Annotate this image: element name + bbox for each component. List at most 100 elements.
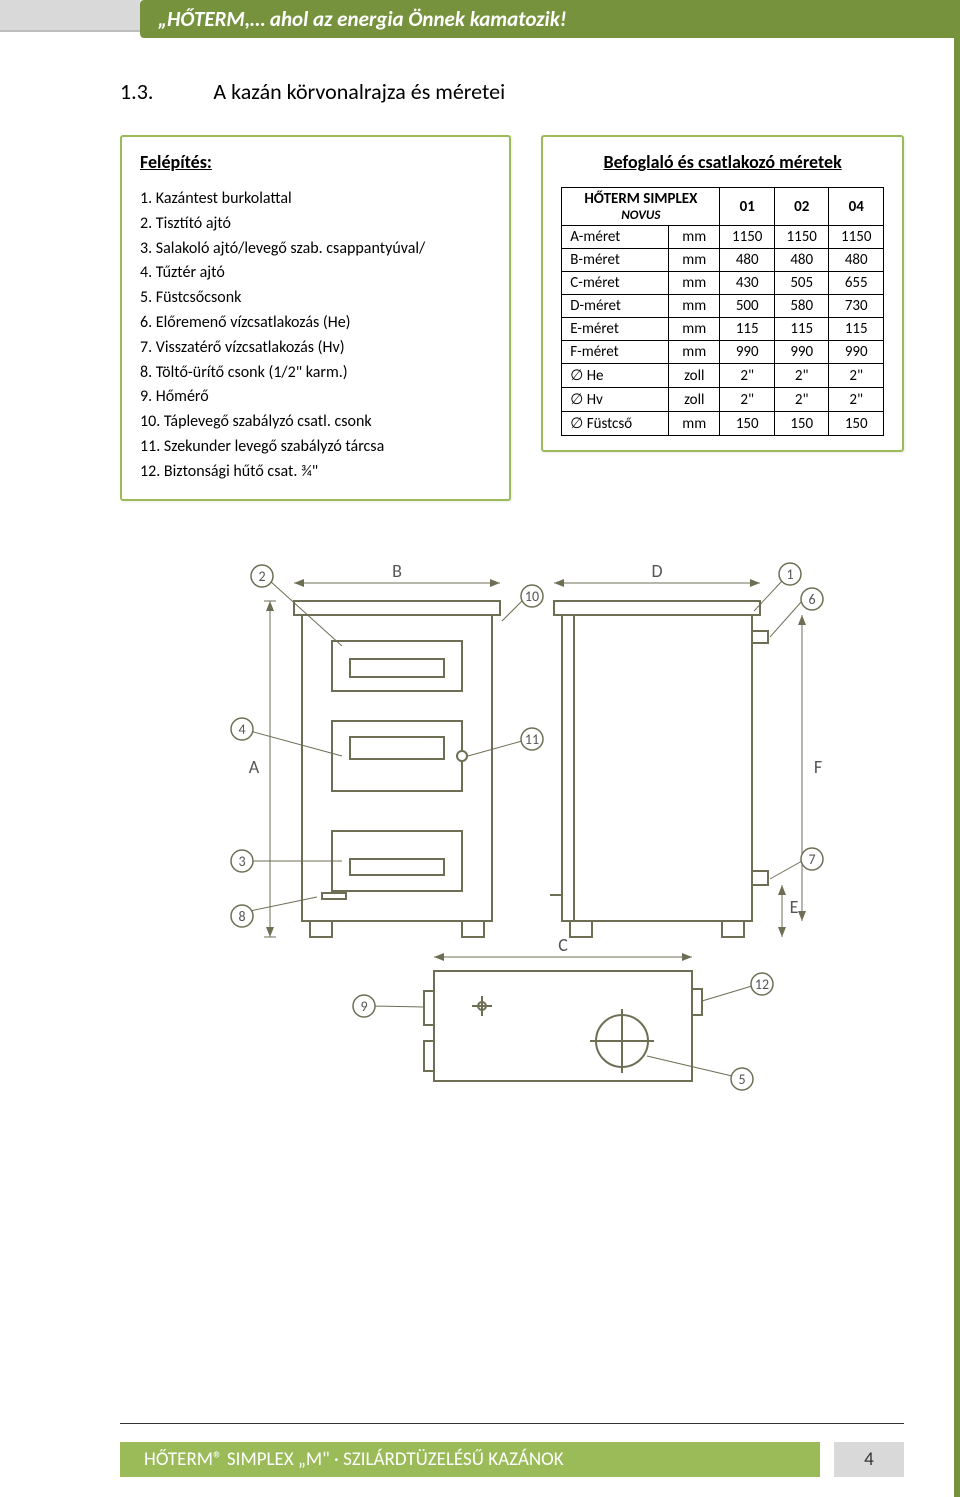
table-cell-unit: mm <box>669 341 720 364</box>
table-cell-value: 2" <box>829 388 884 412</box>
table-cell-unit: mm <box>669 226 720 249</box>
table-cell-value: 1150 <box>774 226 829 249</box>
dimensions-card: Befoglaló és csatlakozó méretek HŐTERM S… <box>541 135 904 452</box>
page-footer: HŐTERM® SIMPLEX „M" · SZILÁRDTÜZELÉSŰ KA… <box>0 1423 954 1477</box>
callout-4: 4 <box>238 721 245 738</box>
table-cell-value: 150 <box>829 412 884 436</box>
table-cell-value: 655 <box>829 272 884 295</box>
callout-1: 1 <box>786 566 793 583</box>
table-cell-label: C-méret <box>562 272 669 295</box>
table-header-product: HŐTERM SIMPLEXNOVUS <box>562 188 720 226</box>
footer-page-number: 4 <box>834 1442 904 1477</box>
table-cell-unit: mm <box>669 249 720 272</box>
table-row: F-méretmm990990990 <box>562 341 884 364</box>
construction-list-item: 5. Füstcsőcsonk <box>140 286 491 311</box>
table-cell-value: 2" <box>720 364 775 388</box>
table-cell-unit: mm <box>669 272 720 295</box>
table-header-col: 02 <box>774 188 829 226</box>
header-slogan: „HŐTERM,… ahol az energia Önnek kamatozi… <box>140 0 954 38</box>
table-cell-label: F-méret <box>562 341 669 364</box>
table-cell-value: 2" <box>774 364 829 388</box>
construction-list-item: 10. Táplevegő szabályzó csatl. csonk <box>140 410 491 435</box>
construction-list-item: 11. Szekunder levegő szabályzó tárcsa <box>140 435 491 460</box>
callout-12: 12 <box>755 976 769 993</box>
table-cell-value: 990 <box>774 341 829 364</box>
table-cell-value: 730 <box>829 295 884 318</box>
header-tab <box>0 0 140 32</box>
section-heading: A kazán körvonalrajza és méretei <box>213 78 505 105</box>
callout-3: 3 <box>238 853 245 870</box>
table-cell-value: 2" <box>720 388 775 412</box>
construction-list-item: 1. Kazántest burkolattal <box>140 187 491 212</box>
table-cell-value: 990 <box>720 341 775 364</box>
table-cell-value: 480 <box>720 249 775 272</box>
table-cell-label: ∅ Hv <box>562 388 669 412</box>
table-cell-value: 1150 <box>829 226 884 249</box>
table-cell-value: 505 <box>774 272 829 295</box>
table-cell-label: B-méret <box>562 249 669 272</box>
table-cell-unit: zoll <box>669 364 720 388</box>
table-cell-value: 2" <box>829 364 884 388</box>
table-cell-value: 115 <box>720 318 775 341</box>
dim-label-c: C <box>558 934 568 956</box>
table-row: ∅ Hvzoll2"2"2" <box>562 388 884 412</box>
table-cell-value: 580 <box>774 295 829 318</box>
callout-10: 10 <box>525 588 539 605</box>
section-title: 1.3. A kazán körvonalrajza és méretei <box>120 78 904 105</box>
callout-2: 2 <box>258 568 265 585</box>
construction-title: Felépítés: <box>140 151 491 173</box>
callout-8: 8 <box>238 908 245 925</box>
dim-label-a: A <box>249 756 260 778</box>
table-cell-value: 150 <box>774 412 829 436</box>
table-cell-value: 1150 <box>720 226 775 249</box>
table-cell-value: 115 <box>774 318 829 341</box>
construction-list-item: 7. Visszatérő vízcsatlakozás (Hv) <box>140 336 491 361</box>
table-cell-unit: zoll <box>669 388 720 412</box>
header-banner: „HŐTERM,… ahol az energia Önnek kamatozi… <box>0 0 954 38</box>
footer-text: HŐTERM® SIMPLEX „M" · SZILÁRDTÜZELÉSŰ KA… <box>120 1442 820 1477</box>
construction-list-item: 4. Tűztér ajtó <box>140 261 491 286</box>
table-cell-label: E-méret <box>562 318 669 341</box>
table-cell-label: D-méret <box>562 295 669 318</box>
construction-card: Felépítés: 1. Kazántest burkolattal2. Ti… <box>120 135 511 501</box>
construction-list-item: 8. Töltő-ürítő csonk (1/2" karm.) <box>140 361 491 386</box>
callout-6: 6 <box>808 591 815 608</box>
table-cell-value: 990 <box>829 341 884 364</box>
construction-list-item: 9. Hőmérő <box>140 385 491 410</box>
table-cell-value: 115 <box>829 318 884 341</box>
table-cell-label: A-méret <box>562 226 669 249</box>
table-cell-value: 150 <box>720 412 775 436</box>
table-cell-value: 480 <box>774 249 829 272</box>
callout-5: 5 <box>738 1071 745 1088</box>
construction-list-item: 3. Salakoló ajtó/levegő szab. csappantyú… <box>140 237 491 262</box>
table-cell-unit: mm <box>669 318 720 341</box>
construction-list-item: 2. Tisztító ajtó <box>140 212 491 237</box>
table-header-col: 04 <box>829 188 884 226</box>
dim-label-d: D <box>651 560 662 582</box>
construction-list-item: 6. Előremenő vízcsatlakozás (He) <box>140 311 491 336</box>
construction-list: 1. Kazántest burkolattal2. Tisztító ajtó… <box>140 187 491 485</box>
table-row: A-méretmm115011501150 <box>562 226 884 249</box>
table-cell-unit: mm <box>669 412 720 436</box>
technical-diagram: 2 4 3 8 10 11 1 6 7 9 5 12 A B D F E C <box>120 541 904 1101</box>
table-row: E-méretmm115115115 <box>562 318 884 341</box>
table-header-col: 01 <box>720 188 775 226</box>
table-cell-value: 430 <box>720 272 775 295</box>
table-cell-value: 480 <box>829 249 884 272</box>
dimensions-table: HŐTERM SIMPLEXNOVUS010204A-méretmm115011… <box>561 187 884 436</box>
dim-label-b: B <box>392 560 402 582</box>
table-row: D-méretmm500580730 <box>562 295 884 318</box>
section-number: 1.3. <box>120 78 153 105</box>
dim-label-e: E <box>790 896 799 918</box>
table-cell-value: 500 <box>720 295 775 318</box>
callout-7: 7 <box>808 851 815 868</box>
table-row: C-méretmm430505655 <box>562 272 884 295</box>
callout-9: 9 <box>360 998 367 1015</box>
table-row: ∅ Hezoll2"2"2" <box>562 364 884 388</box>
construction-list-item: 12. Biztonsági hűtő csat. ¾" <box>140 460 491 485</box>
callout-11: 11 <box>525 731 539 748</box>
table-row: B-méretmm480480480 <box>562 249 884 272</box>
dim-label-f: F <box>814 756 822 778</box>
table-cell-value: 2" <box>774 388 829 412</box>
table-row: ∅ Füstcsőmm150150150 <box>562 412 884 436</box>
